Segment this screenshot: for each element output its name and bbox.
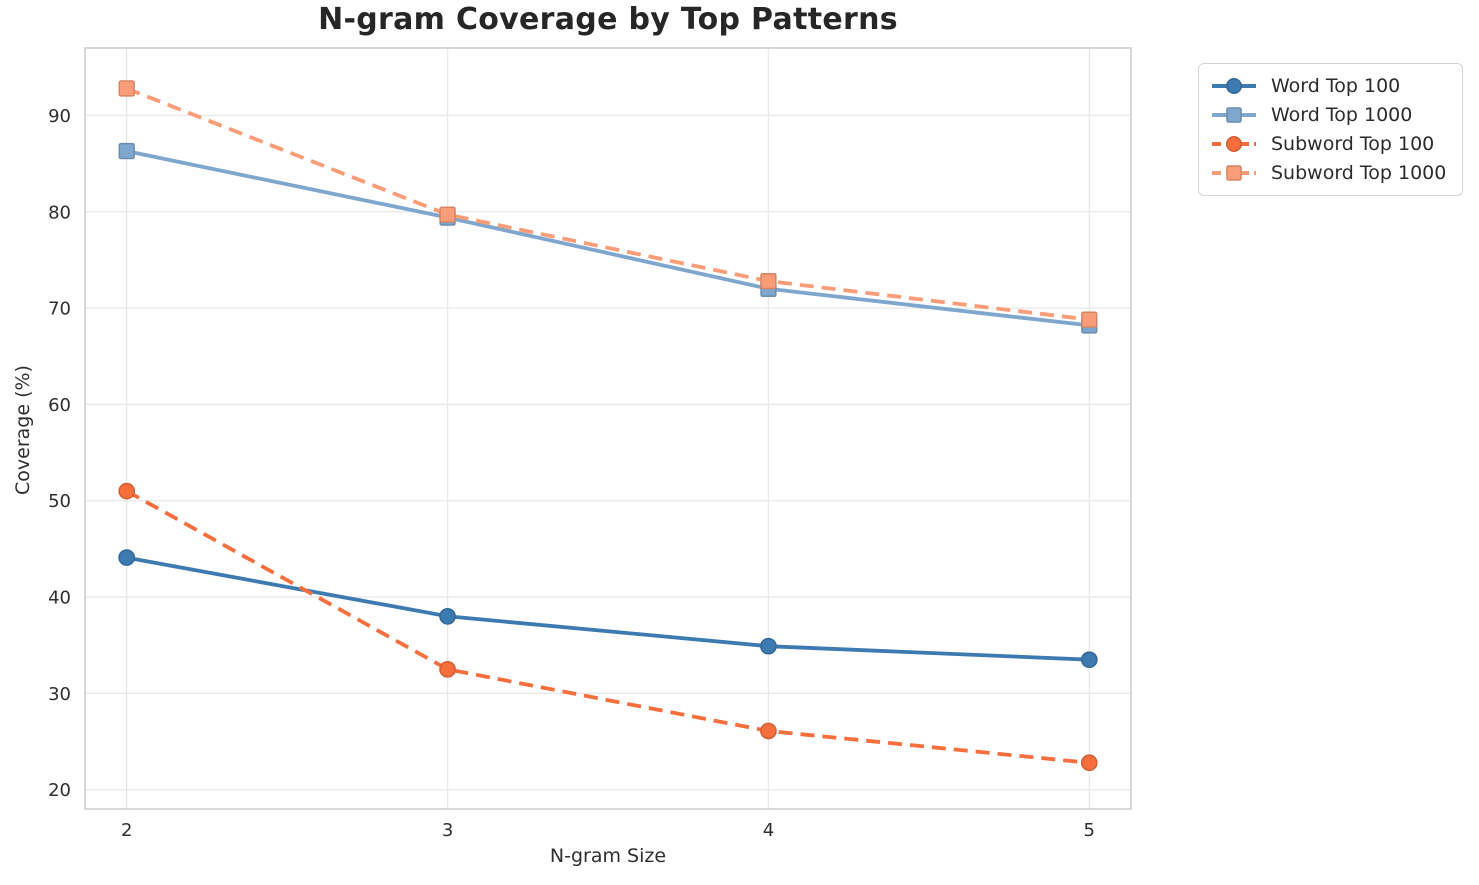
legend-sample-line-icon — [1212, 164, 1256, 181]
legend-item-subword-top-1000: Subword Top 1000 — [1211, 158, 1452, 187]
plot-border — [84, 47, 1132, 810]
data-point-marker — [1080, 754, 1098, 772]
legend-label: Word Top 100 — [1271, 74, 1401, 97]
x-tick-label: 2 — [121, 820, 132, 841]
data-point-marker — [439, 206, 456, 223]
y-axis-title: Coverage (%) — [12, 365, 34, 495]
y-tick-label: 90 — [48, 106, 71, 127]
legend-sample-line-icon — [1212, 106, 1256, 123]
x-axis-title: N-gram Size — [549, 845, 667, 867]
legend-sample-line-icon — [1212, 77, 1256, 94]
series-line-2 — [125, 489, 1090, 765]
series-line-1 — [126, 149, 1090, 328]
legend-item-subword-top-100: Subword Top 100 — [1211, 129, 1452, 158]
data-point-marker — [1226, 106, 1242, 123]
data-point-marker — [760, 722, 777, 740]
data-point-marker — [439, 607, 456, 625]
legend-item-word-top-100: Word Top 100 — [1211, 71, 1452, 100]
y-tick-label: 60 — [48, 395, 71, 416]
y-tick-label: 20 — [48, 780, 71, 801]
legend-label: Word Top 1000 — [1271, 103, 1413, 126]
legend-item-word-top-1000: Word Top 1000 — [1211, 100, 1452, 129]
data-point-marker — [1226, 135, 1242, 152]
chart-title: N-gram Coverage by Top Patterns — [318, 2, 898, 37]
series-line-0 — [126, 555, 1090, 662]
data-point-marker — [1081, 311, 1098, 328]
y-tick-label: 70 — [48, 299, 71, 320]
legend-sample-line-icon — [1212, 135, 1256, 152]
data-point-marker — [118, 482, 136, 500]
legend: Word Top 100 Word Top 1000 Subword Top 1… — [1198, 63, 1463, 196]
x-tick-label: 4 — [763, 820, 774, 841]
data-point-marker — [439, 660, 456, 678]
data-point-marker — [118, 142, 135, 160]
data-point-marker — [118, 80, 135, 97]
series-line-3 — [126, 86, 1090, 322]
data-point-marker — [760, 272, 777, 290]
y-tick-label: 50 — [48, 491, 71, 512]
data-point-marker — [1226, 77, 1242, 94]
data-point-marker — [760, 637, 777, 655]
x-tick-label: 3 — [442, 820, 453, 841]
y-tick-label: 30 — [48, 684, 71, 705]
data-point-marker — [1226, 164, 1242, 181]
data-point-marker — [118, 549, 136, 566]
data-point-marker — [1080, 651, 1098, 669]
y-tick-label: 40 — [48, 588, 71, 609]
x-tick-label: 5 — [1084, 820, 1095, 841]
legend-label: Subword Top 1000 — [1271, 161, 1447, 184]
legend-label: Subword Top 100 — [1271, 132, 1435, 155]
y-tick-label: 80 — [48, 202, 71, 223]
